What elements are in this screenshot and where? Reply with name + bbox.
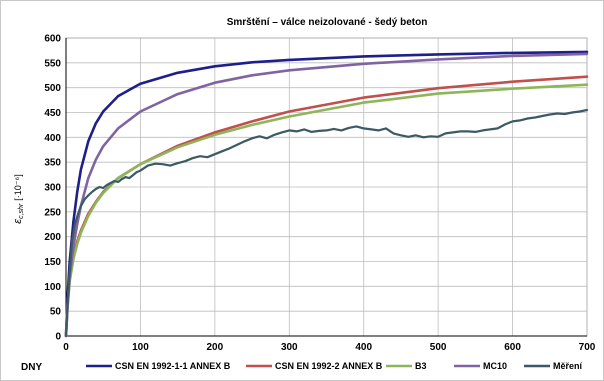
y-tick-labels: 0 50 100 150 200 250 300 350 400 450 500 550 600 xyxy=(44,34,61,343)
series-line-5 xyxy=(64,108,589,338)
y-axis-subscript: c,shr xyxy=(18,203,25,219)
y-axis-unit: [·10⁻⁶] xyxy=(13,174,23,200)
y-tick-label: 400 xyxy=(44,133,61,144)
x-tick-label: 500 xyxy=(430,342,447,353)
y-tick-label: 0 xyxy=(55,332,61,343)
legend: CSN EN 1992-1-1 ANNEX B CSN EN 1992-2 ANN… xyxy=(86,361,583,371)
x-tick-label: 600 xyxy=(504,342,521,353)
y-tick-label: 100 xyxy=(44,282,61,293)
series-line-1 xyxy=(64,50,589,338)
x-tick-label: 700 xyxy=(579,342,596,353)
y-axis-label: εc,shr [·10⁻⁶] xyxy=(12,174,25,223)
x-tick-label: 300 xyxy=(281,342,298,353)
series-line-4 xyxy=(64,52,589,338)
y-tick-label: 150 xyxy=(44,257,61,268)
x-tick-label: 400 xyxy=(355,342,372,353)
legend-label: B3 xyxy=(415,361,427,371)
x-axis-label: DNY xyxy=(21,362,42,373)
y-tick-label: 50 xyxy=(50,307,62,318)
y-tick-label: 450 xyxy=(44,108,61,119)
legend-label: CSN EN 1992-1-1 ANNEX B xyxy=(115,361,231,371)
grid xyxy=(65,37,588,337)
y-tick-label: 200 xyxy=(44,232,61,243)
y-tick-label: 250 xyxy=(44,207,61,218)
y-tick-label: 550 xyxy=(44,58,61,69)
y-tick-label: 350 xyxy=(44,158,61,169)
y-tick-label: 300 xyxy=(44,183,61,194)
y-tick-label: 500 xyxy=(44,83,61,94)
x-tick-labels: 0 100 200 300 400 500 600 700 xyxy=(63,342,596,353)
x-tick-label: 200 xyxy=(207,342,224,353)
series-lines xyxy=(64,50,589,338)
legend-label: MC10 xyxy=(483,361,507,371)
y-axis-symbol: ε xyxy=(12,219,24,224)
x-tick-label: 100 xyxy=(132,342,149,353)
legend-label: CSN EN 1992-2 ANNEX B xyxy=(275,361,383,371)
y-tick-label: 600 xyxy=(44,34,61,45)
chart-title: Smrštění – válce neizolované - šedý beto… xyxy=(227,17,428,28)
series-line-3 xyxy=(64,83,589,338)
x-tick-label: 0 xyxy=(63,342,69,353)
legend-label: Měření xyxy=(553,361,583,371)
